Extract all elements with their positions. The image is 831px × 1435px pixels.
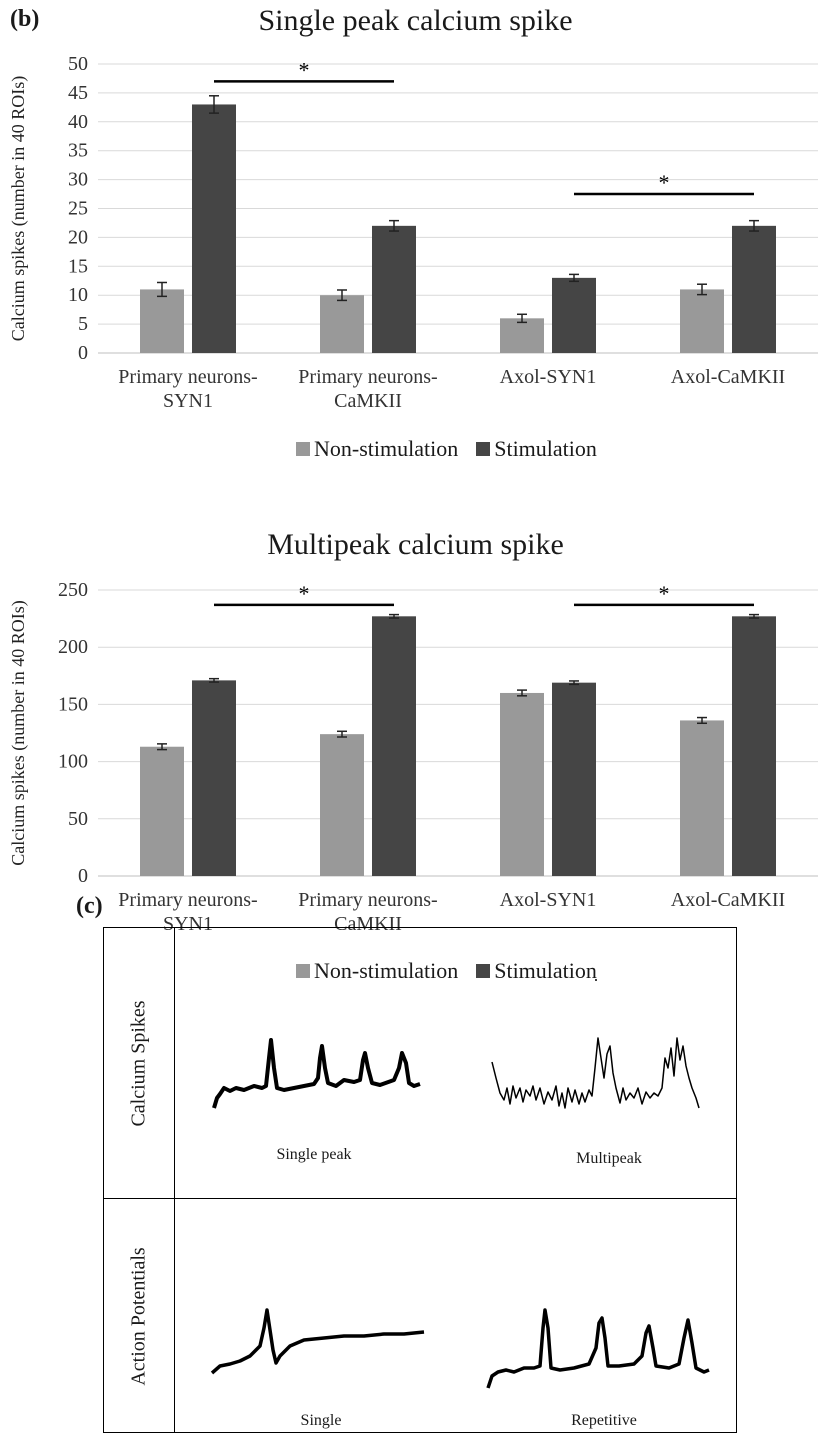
legend-swatch-non-stimulation	[296, 442, 310, 456]
bar-stimulation	[552, 277, 596, 353]
y-tick-label: 15	[68, 255, 88, 277]
multipeak-dot	[595, 979, 597, 981]
single-peak-trace-line	[212, 1038, 421, 1109]
x-tick-label: CaMKII	[334, 390, 402, 412]
chart2-legend: Non-stimulation Stimulation	[296, 958, 615, 984]
bar-non-stimulation	[500, 692, 544, 876]
panel-c-label: (c)	[76, 893, 103, 919]
chart1-title: Single peak calcium spike	[258, 4, 573, 37]
caption-multipeak: Multipeak	[576, 1150, 642, 1167]
bar-non-stimulation	[680, 289, 724, 353]
legend-item-stimulation: Stimulation	[476, 958, 597, 984]
x-tick-label: Primary neurons-	[298, 889, 437, 911]
x-tick-label: Axol-CaMKII	[671, 889, 785, 911]
y-tick-label: 35	[68, 140, 88, 162]
y-axis-label: Calcium spikes (number in 40 ROIs)	[8, 76, 29, 341]
significance-star: *	[299, 57, 310, 82]
legend-item-stimulation: Stimulation	[476, 436, 597, 462]
legend-label-non-stimulation: Non-stimulation	[314, 958, 459, 983]
x-tick-label: SYN1	[163, 390, 213, 412]
bar-non-stimulation	[320, 295, 364, 353]
bar-stimulation	[372, 225, 416, 353]
x-tick-label: Primary neurons-	[118, 889, 257, 911]
x-tick-label: Axol-CaMKII	[671, 366, 785, 388]
trace-single-peak	[210, 979, 710, 1389]
y-tick-label: 50	[68, 808, 88, 830]
y-tick-label: 30	[68, 169, 88, 191]
spike-type-table: Calcium Spikes Action Potentials Single …	[103, 927, 737, 1433]
y-tick-label: 5	[78, 313, 88, 335]
bar-stimulation	[192, 680, 236, 876]
x-tick-label: Axol-SYN1	[500, 366, 597, 388]
y-tick-label: 100	[58, 751, 88, 773]
y-tick-label: 40	[68, 111, 88, 133]
bar-stimulation	[552, 682, 596, 876]
legend-item-non-stimulation: Non-stimulation	[296, 958, 458, 984]
chart2-title: Multipeak calcium spike	[267, 528, 564, 561]
bar-stimulation	[192, 104, 236, 354]
legend-swatch-stimulation	[476, 964, 491, 978]
bar-non-stimulation	[500, 318, 544, 353]
y-tick-label: 25	[68, 198, 88, 220]
legend-label-stimulation: Stimulation	[494, 436, 597, 461]
caption-single-peak: Single peak	[276, 1146, 352, 1163]
caption-single: Single	[300, 1412, 342, 1429]
table-column-divider	[174, 928, 175, 1432]
y-tick-label: 0	[78, 342, 88, 364]
significance-star: *	[299, 581, 310, 606]
y-axis-label: Calcium spikes (number in 40 ROIs)	[8, 600, 29, 865]
significance-star: *	[659, 581, 670, 606]
y-tick-label: 200	[58, 636, 88, 658]
legend-label-non-stimulation: Non-stimulation	[314, 436, 459, 461]
panel-b-label: (b)	[10, 6, 40, 32]
chart-single-peak: Calcium spikes (number in 40 ROIs) 0 5 10 15…	[8, 53, 818, 412]
repetitive-ap-trace-line	[486, 1308, 710, 1389]
bar-stimulation	[372, 616, 416, 876]
chart-multipeak: Calcium spikes (number in 40 ROIs) 0 50 100…	[8, 579, 818, 935]
x-tick-label: CaMKII	[334, 913, 402, 935]
table-row-divider	[104, 1198, 736, 1199]
single-ap-trace-line	[210, 1308, 425, 1375]
bar-non-stimulation	[140, 289, 184, 353]
bar-non-stimulation	[680, 720, 724, 876]
legend-swatch-stimulation	[476, 442, 491, 456]
x-tick-label: Axol-SYN1	[500, 889, 597, 911]
legend-label-stimulation: Stimulation	[494, 958, 597, 983]
chart1-legend: Non-stimulation Stimulation	[296, 436, 615, 462]
x-tick-label: SYN1	[163, 913, 213, 935]
y-tick-label: 45	[68, 82, 88, 104]
bar-non-stimulation	[140, 746, 184, 876]
x-tick-label: Primary neurons-	[118, 366, 257, 388]
y-tick-label: 250	[58, 579, 88, 601]
bar-non-stimulation	[320, 734, 364, 876]
y-tick-label: 20	[68, 226, 88, 248]
y-tick-label: 150	[58, 693, 88, 715]
y-tick-label: 10	[68, 284, 88, 306]
y-tick-label: 0	[78, 865, 88, 887]
legend-swatch-non-stimulation	[296, 964, 310, 978]
caption-repetitive: Repetitive	[571, 1412, 637, 1429]
significance-star: *	[659, 170, 670, 195]
bar-stimulation	[732, 225, 776, 353]
y-tick-label: 50	[68, 53, 88, 75]
bar-stimulation	[732, 616, 776, 876]
x-tick-label: Primary neurons-	[298, 366, 437, 388]
legend-item-non-stimulation: Non-stimulation	[296, 436, 458, 462]
multipeak-trace-line	[491, 1037, 700, 1109]
